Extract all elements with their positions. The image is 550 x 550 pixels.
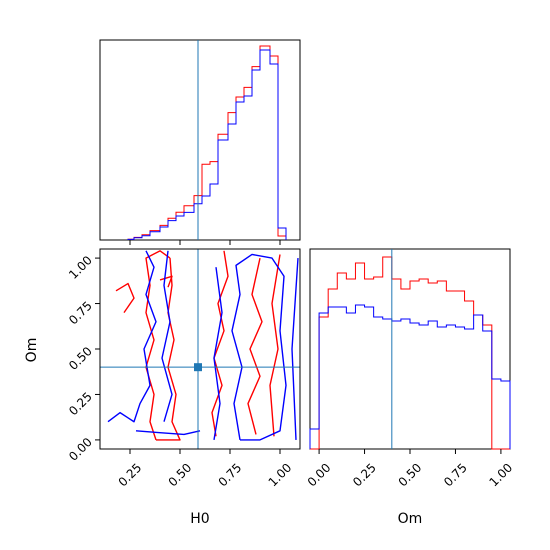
contour-y-tick-label: 0.50 [66, 344, 95, 373]
hist-om-x-tick-label: 0.75 [441, 461, 470, 490]
hist-h0-series-blue [127, 49, 287, 240]
contour-line-blue [231, 253, 287, 441]
contour-x-tick-label: 0.75 [216, 461, 245, 490]
contour-y-tick-label: 0.75 [66, 299, 95, 328]
contour-line-blue [291, 258, 299, 440]
x-axis-label-h0: H0 [190, 511, 209, 527]
hist-om-series-blue [309, 304, 511, 449]
contour-y-tick-label: 0.25 [66, 390, 95, 419]
contour-line-red [211, 250, 229, 437]
contour-y-tick-label: 1.00 [66, 253, 95, 282]
x-axis-label-om: Om [398, 511, 423, 527]
contour-x-tick-label: 0.25 [116, 461, 145, 490]
hist-om-series-red [310, 256, 510, 450]
hist-om-frame [309, 248, 511, 450]
panel-contour-h0-om: 0.25 0.50 0.75 1.00 0.00 0.25 0.50 0.75 1.00 [66, 248, 301, 490]
contour-line-red [247, 257, 263, 435]
panel-hist-om: 0.00 0.25 0.50 0.75 1.00 [305, 248, 516, 490]
hist-om-x-tick-label: 1.00 [487, 461, 516, 490]
y-axis-label-om: Om [24, 338, 40, 363]
contour-line-red [269, 254, 281, 437]
hist-om-x-tick-label: 0.50 [396, 461, 425, 490]
contour-line-red [145, 250, 171, 441]
hist-om-x-tick-label: 0.25 [350, 461, 379, 490]
hist-h0-series-red [127, 45, 287, 240]
contour-line-red [159, 275, 173, 288]
contour-line-blue [213, 267, 223, 441]
truth-point [194, 363, 202, 372]
contour-x-tick-label: 0.50 [166, 461, 195, 490]
contour-line-blue [161, 250, 173, 422]
contour-line-red [115, 282, 135, 314]
contour-line-blue [135, 430, 201, 436]
panel-hist-h0 [99, 39, 301, 245]
contour-x-tick-label: 1.00 [266, 461, 295, 490]
hist-om-x-tick-label: 0.00 [305, 461, 334, 490]
contour-y-tick-label: 0.00 [66, 435, 95, 464]
hist-h0-frame [99, 39, 301, 241]
